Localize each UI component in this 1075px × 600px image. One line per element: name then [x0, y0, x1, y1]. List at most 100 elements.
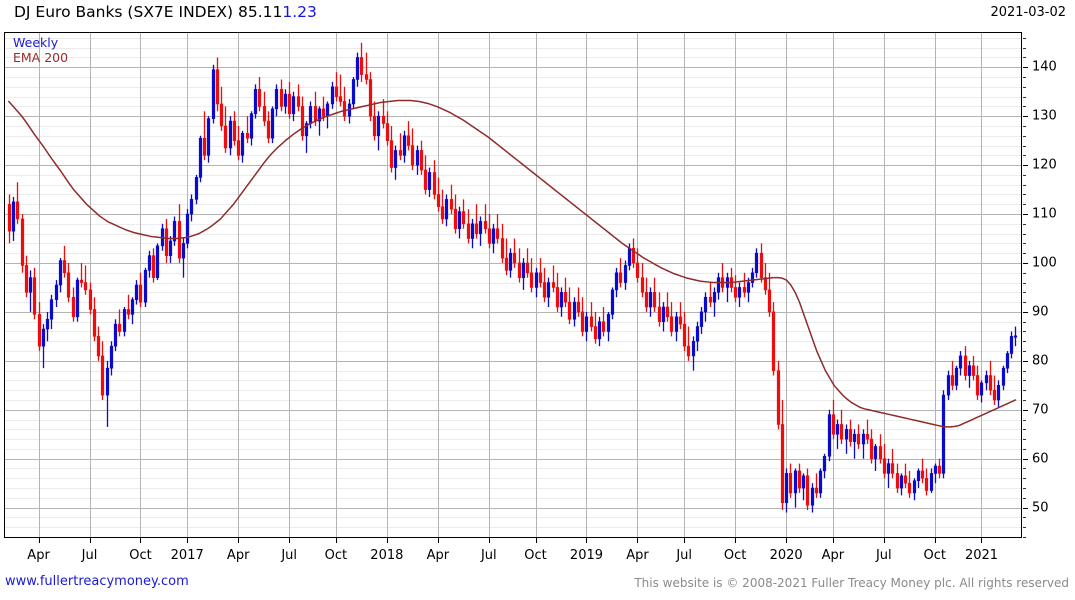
x-axis-tick-label: Jul: [875, 548, 892, 563]
y-axis-minor-tick-mark: [1023, 48, 1026, 49]
y-axis-minor-tick-mark: [1023, 224, 1026, 225]
x-axis: Apr Jul Oct 2017 Apr Jul Oct 2018 Apr Jul Oct 2019 A…: [4, 538, 1022, 568]
x-axis-tick-mark: [735, 538, 736, 543]
instrument-and-price: DJ Euro Banks (SX7E INDEX) 85.11: [14, 3, 283, 21]
gridlines-vertical: [39, 33, 982, 537]
y-axis-minor-tick-mark: [1023, 77, 1026, 78]
x-axis-tick-label: Apr: [226, 548, 250, 563]
x-axis-tick-mark: [336, 538, 337, 543]
y-axis-tick-label: 120: [1032, 157, 1057, 173]
x-axis-tick-label: Apr: [27, 548, 50, 563]
x-axis-tick-mark: [981, 538, 982, 543]
chart-legend: Weekly EMA 200: [13, 35, 68, 65]
gridlines-minor: [5, 38, 1021, 528]
chart-canvas: [5, 33, 1021, 537]
y-axis-minor-tick-mark: [1023, 253, 1026, 254]
y-axis-tick-mark: [1023, 214, 1028, 215]
y-axis-tick-mark: [1023, 459, 1028, 460]
y-axis-minor-tick-mark: [1023, 126, 1026, 127]
y-axis-minor-tick-mark: [1023, 420, 1026, 421]
x-axis-tick-label: Jul: [676, 548, 693, 563]
x-axis-tick-mark: [140, 538, 141, 543]
y-axis-tick-mark: [1023, 410, 1028, 411]
x-axis-tick-mark: [637, 538, 638, 543]
y-axis-minor-tick-mark: [1023, 478, 1026, 479]
y-axis-minor-tick-mark: [1023, 498, 1026, 499]
y-axis-minor-tick-mark: [1023, 488, 1026, 489]
y-axis-tick-label: 110: [1032, 206, 1057, 222]
ema200-overlay-line: [8, 99, 1017, 428]
x-axis-tick-mark: [187, 538, 188, 543]
y-axis-tick-label: 70: [1032, 402, 1049, 418]
y-axis-minor-tick-mark: [1023, 429, 1026, 430]
x-axis-tick-label: Oct: [129, 548, 152, 563]
y-axis: 140 130 120 110 100 90 80 70 60 50: [1023, 32, 1075, 538]
x-axis-tick-label: Apr: [426, 548, 450, 563]
x-axis-tick-mark: [489, 538, 490, 543]
y-axis-tick-label: 80: [1032, 353, 1049, 369]
y-axis-minor-tick-mark: [1023, 273, 1026, 274]
x-axis-tick-mark: [935, 538, 936, 543]
legend-item-ema200[interactable]: EMA 200: [13, 50, 69, 65]
y-axis-tick-mark: [1023, 508, 1028, 509]
x-axis-tick-label: 2017: [170, 548, 204, 563]
y-axis-minor-tick-mark: [1023, 400, 1026, 401]
x-axis-tick-mark: [238, 538, 239, 543]
page-title: DJ Euro Banks (SX7E INDEX) 85.111.23: [14, 3, 317, 21]
x-axis-tick-mark: [786, 538, 787, 543]
x-axis-tick-mark: [39, 538, 40, 543]
y-axis-minor-tick-mark: [1023, 185, 1026, 186]
x-axis-tick-label: Jul: [281, 548, 297, 563]
y-axis-tick-mark: [1023, 67, 1028, 68]
x-axis-tick-mark: [833, 538, 834, 543]
x-axis-tick-mark: [289, 538, 290, 543]
y-axis-tick-label: 100: [1032, 255, 1057, 271]
y-axis-minor-tick-mark: [1023, 331, 1026, 332]
price-change: 1.23: [282, 3, 317, 21]
y-axis-minor-tick-mark: [1023, 204, 1026, 205]
x-axis-tick-mark: [684, 538, 685, 543]
y-axis-minor-tick-mark: [1023, 390, 1026, 391]
y-axis-tick-mark: [1023, 263, 1028, 264]
x-axis-tick-label: Apr: [821, 548, 845, 563]
y-axis-minor-tick-mark: [1023, 234, 1026, 235]
x-axis-tick-label: Apr: [626, 548, 649, 563]
x-axis-tick-mark: [884, 538, 885, 543]
y-axis-minor-tick-mark: [1023, 194, 1026, 195]
chart-plot-area[interactable]: Weekly EMA 200: [4, 32, 1022, 538]
y-axis-tick-mark: [1023, 116, 1028, 117]
x-axis-tick-label: Oct: [324, 548, 348, 563]
y-axis-minor-tick-mark: [1023, 341, 1026, 342]
y-axis-minor-tick-mark: [1023, 136, 1026, 137]
y-axis-minor-tick-mark: [1023, 283, 1026, 284]
x-axis-tick-label: 2019: [569, 548, 604, 563]
candlestick-series: [7, 42, 1018, 513]
x-axis-tick-label: Oct: [923, 548, 947, 563]
x-axis-tick-label: 2020: [769, 548, 803, 563]
gridlines-major: [5, 67, 1021, 509]
y-axis-minor-tick-mark: [1023, 380, 1026, 381]
y-axis-minor-tick-mark: [1023, 517, 1026, 518]
x-axis-tick-mark: [90, 538, 91, 543]
y-axis-tick-label: 140: [1032, 59, 1057, 75]
y-axis-minor-tick-mark: [1023, 371, 1026, 372]
as-of-date: 2021-03-02: [990, 5, 1066, 20]
x-axis-tick-mark: [438, 538, 439, 543]
y-axis-minor-tick-mark: [1023, 87, 1026, 88]
y-axis-minor-tick-mark: [1023, 302, 1026, 303]
y-axis-tick-mark: [1023, 165, 1028, 166]
y-axis-minor-tick-mark: [1023, 57, 1026, 58]
y-axis-minor-tick-mark: [1023, 38, 1026, 39]
y-axis-minor-tick-mark: [1023, 351, 1026, 352]
x-axis-tick-mark: [536, 538, 537, 543]
chart-footer: www.fullertreacymoney.com This website i…: [0, 572, 1075, 600]
x-axis-tick-label: Jul: [480, 548, 497, 563]
y-axis-minor-tick-mark: [1023, 106, 1026, 107]
y-axis-tick-label: 60: [1032, 451, 1049, 467]
y-axis-minor-tick-mark: [1023, 449, 1026, 450]
y-axis-tick-label: 90: [1032, 304, 1049, 320]
y-axis-minor-tick-mark: [1023, 146, 1026, 147]
site-link[interactable]: www.fullertreacymoney.com: [5, 574, 189, 589]
legend-item-weekly[interactable]: Weekly: [13, 35, 59, 50]
